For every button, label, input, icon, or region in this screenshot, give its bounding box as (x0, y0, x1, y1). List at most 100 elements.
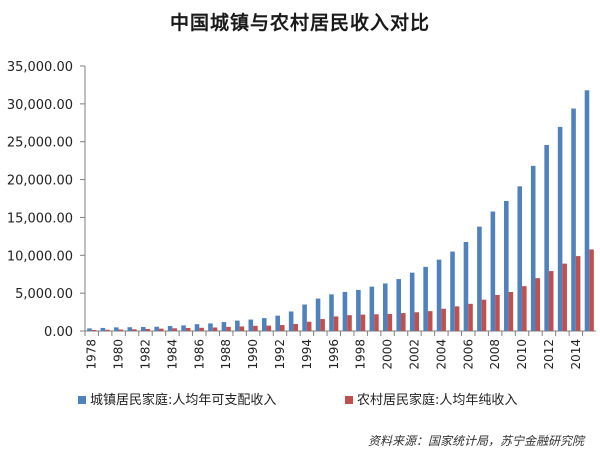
source-note: 资料来源：国家统计局，苏宁金融研究院 (367, 434, 584, 448)
bar-rural (212, 327, 218, 331)
y-tick-label: 20,000.00 (7, 174, 73, 189)
bar-urban (396, 279, 402, 331)
x-tick-label: 1978 (85, 339, 99, 370)
y-tick-label: 0.00 (44, 325, 73, 340)
bar-urban (302, 304, 307, 331)
bar-rural (347, 315, 352, 331)
bar-urban (114, 327, 119, 331)
bar-rural (401, 313, 406, 331)
y-tick-label: 5,000.00 (15, 287, 73, 302)
bar-urban (194, 324, 200, 331)
y-tick-label: 10,000.00 (7, 249, 73, 264)
bar-rural (253, 325, 258, 331)
bar-rural (118, 329, 124, 331)
bar-rural (91, 329, 97, 331)
bar-rural (387, 313, 393, 331)
chart-title: 中国城镇与农村居民收入对比 (169, 12, 430, 34)
bar-rural (226, 326, 231, 331)
bar-rural (589, 249, 594, 331)
x-tick-label: 1990 (246, 339, 260, 370)
bar-rural (454, 306, 460, 331)
bar-rural (548, 271, 554, 331)
bar-rural (535, 278, 541, 331)
bar-urban (261, 318, 267, 331)
y-tick-label: 35,000.00 (7, 60, 73, 75)
bar-rural (414, 312, 420, 331)
bar-rural (374, 314, 379, 331)
bar-urban (409, 272, 415, 331)
x-tick-label: 1994 (300, 339, 314, 370)
bar-urban (436, 259, 442, 331)
bar-rural (441, 308, 446, 331)
bar-urban (544, 145, 549, 331)
bar-rural (320, 319, 325, 331)
bar-rural (508, 291, 514, 331)
bar-urban (221, 322, 227, 331)
bar-urban (356, 289, 361, 331)
y-tick-label: 30,000.00 (7, 98, 73, 113)
bar-urban (87, 328, 92, 331)
bar-urban (584, 90, 590, 331)
bar-rural (468, 303, 473, 331)
x-tick-label: 2004 (434, 339, 448, 370)
legend-item-urban: 城镇居民家庭:人均年可支配收入 (78, 389, 276, 408)
bar-rural (427, 311, 433, 331)
bar-urban (463, 241, 469, 331)
bar-urban (477, 226, 482, 331)
x-tick-label: 1986 (192, 339, 206, 370)
bar-urban (248, 319, 254, 331)
bar-urban (504, 200, 509, 331)
bar-rural (333, 316, 339, 331)
bar-urban (342, 291, 348, 331)
x-tick-label: 2014 (569, 339, 583, 370)
bar-rural (145, 328, 151, 331)
legend-swatch-urban (78, 395, 86, 404)
x-tick-label: 1982 (139, 339, 153, 370)
bar-rural (306, 321, 312, 331)
bar-urban (369, 286, 375, 331)
bar-rural (360, 314, 366, 331)
bar-rural (185, 327, 191, 331)
legend-swatch-rural (345, 395, 353, 404)
bar-rural (239, 326, 245, 331)
bar-rural (158, 328, 164, 331)
bar-rural (495, 294, 500, 331)
x-tick-label: 2012 (542, 339, 556, 370)
bar-rural (279, 325, 285, 331)
bar-rural (293, 324, 298, 331)
bar-urban (100, 327, 106, 331)
bar-urban (490, 211, 496, 331)
x-tick-label: 1992 (273, 339, 287, 370)
legend-label-rural: 农村居民家庭:人均年纯收入 (357, 393, 518, 408)
bar-rural (481, 299, 487, 331)
y-tick-label: 15,000.00 (7, 211, 73, 226)
legend-label-urban: 城镇居民家庭:人均年可支配收入 (90, 393, 277, 408)
x-tick-label: 1984 (165, 339, 179, 370)
legend-item-rural: 农村居民家庭:人均年纯收入 (345, 389, 517, 408)
x-tick-label: 1996 (327, 339, 341, 370)
x-tick-label: 1998 (354, 339, 368, 370)
bar-urban (450, 251, 455, 331)
bar-urban (423, 266, 428, 331)
bar-urban (530, 165, 536, 331)
bar-urban (235, 320, 240, 331)
bar-urban (127, 327, 133, 331)
bar-urban (329, 294, 334, 331)
x-tick-label: 2006 (461, 339, 475, 370)
x-tick-label: 1980 (112, 339, 126, 370)
bar-rural (132, 329, 137, 331)
bar-urban (140, 326, 146, 331)
bar-urban (571, 108, 576, 331)
x-tick-label: 1988 (219, 339, 233, 370)
bar-urban (208, 323, 213, 331)
bar-rural (266, 325, 272, 331)
bar-urban (517, 186, 523, 331)
x-tick-label: 2008 (488, 339, 502, 370)
bar-urban (557, 126, 563, 331)
bar-rural (105, 329, 110, 331)
bar-urban (315, 298, 321, 331)
x-tick-label: 2002 (407, 339, 421, 370)
bar-urban (181, 325, 186, 331)
bar-rural (575, 256, 581, 331)
